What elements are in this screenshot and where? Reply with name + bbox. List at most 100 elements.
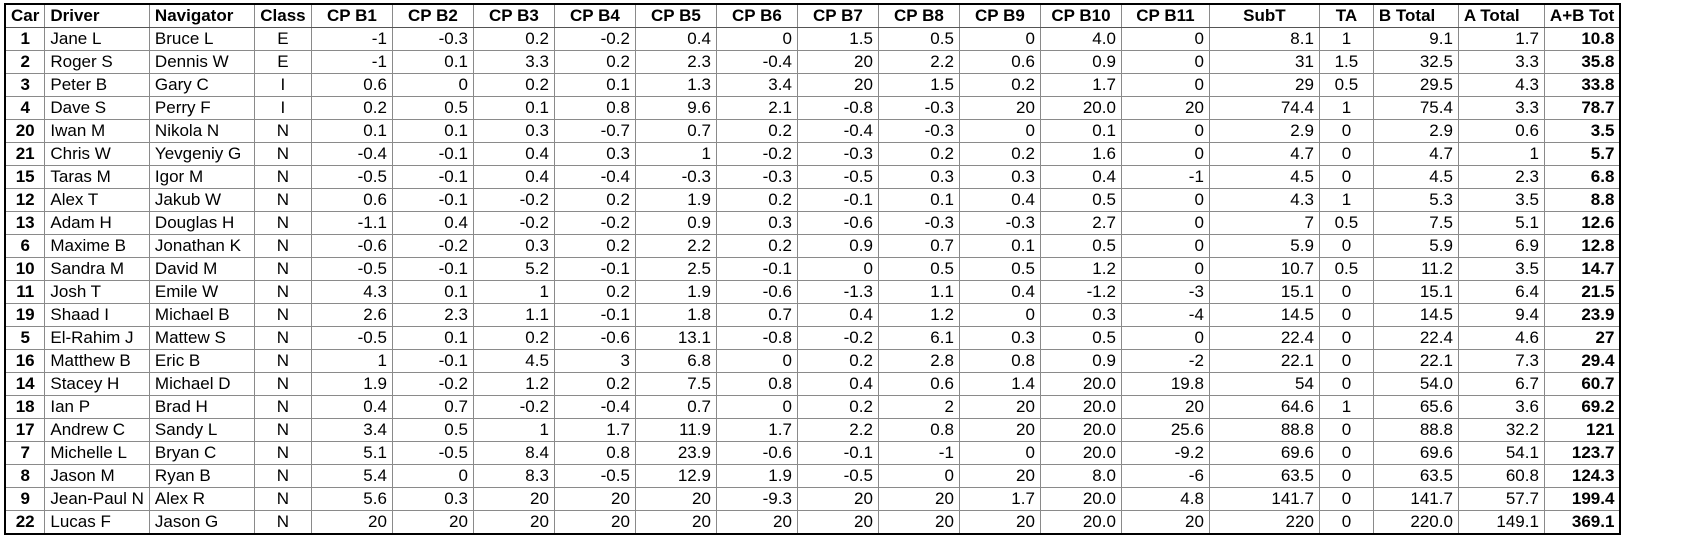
cp-b10-cell: 20.0	[1039, 510, 1122, 535]
ab-total-cell: 6.8	[1543, 165, 1621, 189]
a-total-cell: 149.1	[1457, 510, 1545, 535]
navigator-name-cell: Mattew S	[148, 326, 255, 350]
subtotal-cell: 10.7	[1208, 257, 1320, 281]
table-row: 22 Lucas F Jason G N 20 20 20 20 20 20 20 20 20 20.0 2…	[4, 510, 1621, 535]
cp-b1-cell: 20	[310, 510, 393, 535]
cp-b6-cell: -0.6	[715, 441, 798, 465]
cp-b2-cell: -0.5	[391, 441, 474, 465]
a-total-cell: 4.6	[1457, 326, 1545, 350]
car-number-cell: 4	[4, 96, 46, 120]
cp-b4-cell: 0.2	[553, 188, 636, 212]
subtotal-cell: 5.9	[1208, 234, 1320, 258]
header-driver: Driver	[44, 3, 150, 28]
ta-cell: 0	[1318, 303, 1374, 327]
cp-b5-cell: 20	[634, 487, 717, 511]
ab-total-cell: 5.7	[1543, 142, 1621, 166]
ab-total-cell: 121	[1543, 418, 1621, 442]
cp-b8-cell: 0.5	[877, 257, 960, 281]
cp-b7-cell: 0.4	[796, 303, 879, 327]
car-number-cell: 21	[4, 142, 46, 166]
cp-b6-cell: 0	[715, 395, 798, 419]
cp-b2-cell: 2.3	[391, 303, 474, 327]
ab-total-cell: 3.5	[1543, 119, 1621, 143]
cp-b1-cell: -1	[310, 50, 393, 74]
cp-b8-cell: 1.2	[877, 303, 960, 327]
car-number-cell: 3	[4, 73, 46, 97]
table-row: 1 Jane L Bruce L E -1 -0.3 0.2 -0.2 0.4 0 1.5 0.5 0 4…	[4, 27, 1621, 51]
cp-b5-cell: 6.8	[634, 349, 717, 373]
class-cell: N	[253, 211, 312, 235]
navigator-name-cell: Jason G	[148, 510, 255, 535]
table-row: 8 Jason M Ryan B N 5.4 0 8.3 -0.5 12.9 1.9 -0.5 0 20…	[4, 464, 1621, 488]
header-cp-b10: CP B10	[1039, 3, 1122, 28]
cp-b7-cell: -0.5	[796, 464, 879, 488]
cp-b11-cell: 0	[1120, 73, 1210, 97]
subtotal-cell: 4.5	[1208, 165, 1320, 189]
ab-total-cell: 78.7	[1543, 96, 1621, 120]
cp-b6-cell: 20	[715, 510, 798, 535]
cp-b3-cell: 0.2	[472, 326, 555, 350]
cp-b5-cell: 13.1	[634, 326, 717, 350]
cp-b4-cell: -0.5	[553, 464, 636, 488]
b-total-cell: 65.6	[1372, 395, 1459, 419]
subtotal-cell: 2.9	[1208, 119, 1320, 143]
cp-b2-cell: 0.1	[391, 326, 474, 350]
cp-b3-cell: 5.2	[472, 257, 555, 281]
cp-b10-cell: 20.0	[1039, 487, 1122, 511]
cp-b10-cell: 0.5	[1039, 188, 1122, 212]
cp-b3-cell: 8.3	[472, 464, 555, 488]
a-total-cell: 6.7	[1457, 372, 1545, 396]
cp-b8-cell: 0.6	[877, 372, 960, 396]
cp-b4-cell: 0.1	[553, 73, 636, 97]
cp-b9-cell: 0.5	[958, 257, 1041, 281]
table-row: 18 Ian P Brad H N 0.4 0.7 -0.2 -0.4 0.7 0 0.2 2 20 20…	[4, 395, 1621, 419]
cp-b11-cell: -3	[1120, 280, 1210, 304]
cp-b6-cell: 0	[715, 349, 798, 373]
car-number-cell: 10	[4, 257, 46, 281]
ab-total-cell: 23.9	[1543, 303, 1621, 327]
a-total-cell: 0.6	[1457, 119, 1545, 143]
ta-cell: 1	[1318, 395, 1374, 419]
cp-b3-cell: 3.3	[472, 50, 555, 74]
car-number-cell: 18	[4, 395, 46, 419]
cp-b6-cell: 3.4	[715, 73, 798, 97]
header-cp-b4: CP B4	[553, 3, 636, 28]
b-total-cell: 220.0	[1372, 510, 1459, 535]
ta-cell: 0	[1318, 372, 1374, 396]
cp-b6-cell: 2.1	[715, 96, 798, 120]
cp-b11-cell: 20	[1120, 96, 1210, 120]
cp-b3-cell: 1.2	[472, 372, 555, 396]
cp-b5-cell: 0.7	[634, 119, 717, 143]
ab-total-cell: 123.7	[1543, 441, 1621, 465]
driver-name-cell: Sandra M	[44, 257, 150, 281]
cp-b2-cell: -0.2	[391, 234, 474, 258]
b-total-cell: 4.5	[1372, 165, 1459, 189]
ta-cell: 0	[1318, 349, 1374, 373]
driver-name-cell: Josh T	[44, 280, 150, 304]
car-number-cell: 7	[4, 441, 46, 465]
table-row: 16 Matthew B Eric B N 1 -0.1 4.5 3 6.8 0 0.2 2.8 0.8…	[4, 349, 1621, 373]
ta-cell: 0	[1318, 464, 1374, 488]
cp-b8-cell: 0.8	[877, 418, 960, 442]
header-cp-b1: CP B1	[310, 3, 393, 28]
cp-b7-cell: -0.5	[796, 165, 879, 189]
driver-name-cell: Iwan M	[44, 119, 150, 143]
a-total-cell: 3.5	[1457, 257, 1545, 281]
cp-b4-cell: 0.2	[553, 50, 636, 74]
cp-b9-cell: 20	[958, 96, 1041, 120]
table-row: 20 Iwan M Nikola N N 0.1 0.1 0.3 -0.7 0.7 0.2 -0.4…	[4, 119, 1621, 143]
cp-b3-cell: 0.2	[472, 27, 555, 51]
cp-b10-cell: 0.5	[1039, 234, 1122, 258]
cp-b11-cell: 0	[1120, 50, 1210, 74]
table-row: 21 Chris W Yevgeniy G N -0.4 -0.1 0.4 0.3 1 -0.2-…	[4, 142, 1621, 166]
table-body: 1 Jane L Bruce L E -1 -0.3 0.2 -0.2 0.4 0 1.5 0.5 0 4…	[4, 27, 1621, 535]
subtotal-cell: 4.3	[1208, 188, 1320, 212]
cp-b3-cell: -0.2	[472, 211, 555, 235]
b-total-cell: 7.5	[1372, 211, 1459, 235]
car-number-cell: 1	[4, 27, 46, 51]
cp-b1-cell: 0.2	[310, 96, 393, 120]
cp-b7-cell: -0.1	[796, 188, 879, 212]
b-total-cell: 69.6	[1372, 441, 1459, 465]
subtotal-cell: 64.6	[1208, 395, 1320, 419]
ta-cell: 0	[1318, 142, 1374, 166]
